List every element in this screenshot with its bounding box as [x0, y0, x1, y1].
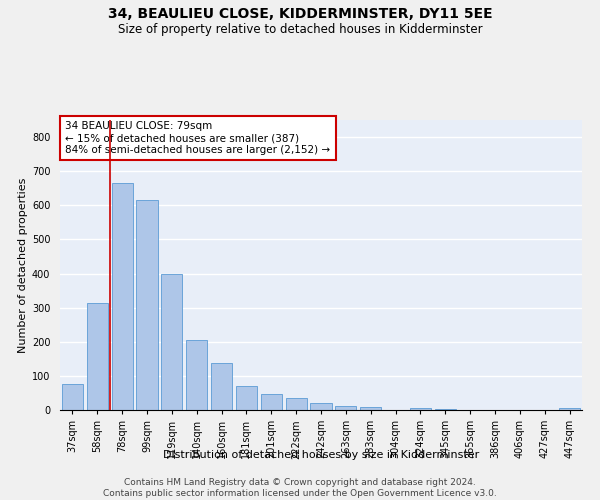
Text: 34 BEAULIEU CLOSE: 79sqm
← 15% of detached houses are smaller (387)
84% of semi-: 34 BEAULIEU CLOSE: 79sqm ← 15% of detach…	[65, 122, 331, 154]
Bar	[161, 274, 182, 410]
Y-axis label: Number of detached properties: Number of detached properties	[17, 178, 28, 352]
Text: Contains HM Land Registry data © Crown copyright and database right 2024.
Contai: Contains HM Land Registry data © Crown c…	[103, 478, 497, 498]
Bar	[310, 403, 332, 410]
Bar	[62, 384, 83, 410]
Bar	[112, 183, 133, 410]
Bar	[559, 408, 580, 410]
Bar	[186, 340, 207, 410]
Bar	[335, 406, 356, 410]
Bar	[136, 200, 158, 410]
Text: Size of property relative to detached houses in Kidderminster: Size of property relative to detached ho…	[118, 22, 482, 36]
Bar	[360, 406, 381, 410]
Bar	[211, 364, 232, 410]
Bar	[410, 408, 431, 410]
Bar	[236, 386, 257, 410]
Text: 34, BEAULIEU CLOSE, KIDDERMINSTER, DY11 5EE: 34, BEAULIEU CLOSE, KIDDERMINSTER, DY11 …	[107, 8, 493, 22]
Bar	[286, 398, 307, 410]
Bar	[87, 303, 108, 410]
Bar	[261, 394, 282, 410]
Text: Distribution of detached houses by size in Kidderminster: Distribution of detached houses by size …	[163, 450, 479, 460]
